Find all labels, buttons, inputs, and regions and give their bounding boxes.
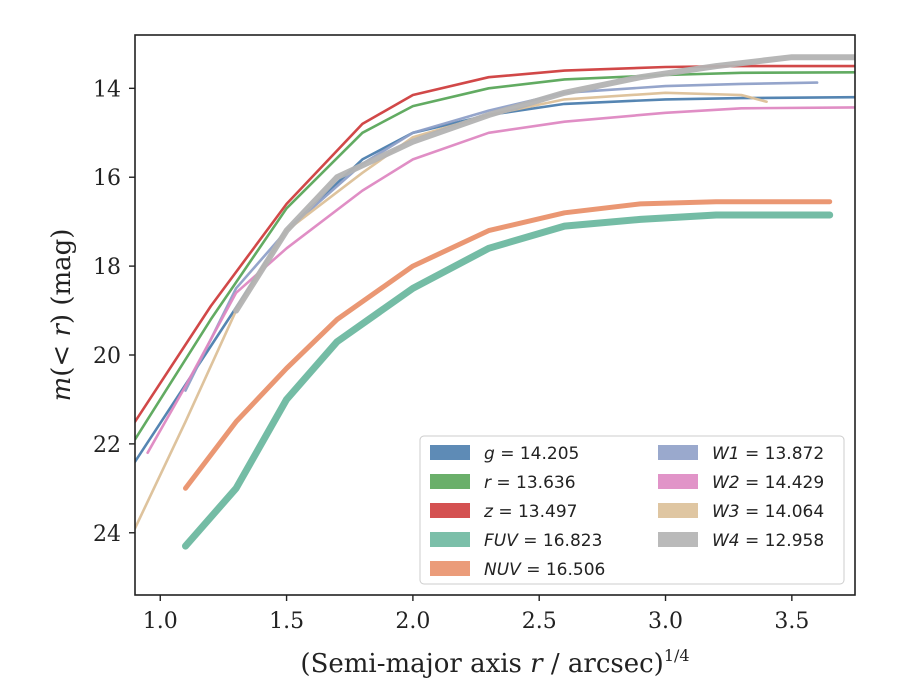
legend-label-w1: W1 = 13.872 xyxy=(712,444,824,464)
legend-label-r: r = 13.636 xyxy=(484,473,576,493)
legend-swatch-w1 xyxy=(658,445,698,460)
y-tick-label: 24 xyxy=(93,522,121,547)
x-tick-label: 2.5 xyxy=(522,609,557,634)
y-tick-label: 14 xyxy=(93,77,121,102)
x-axis-label: (Semi-major axis r / arcsec)1/4 xyxy=(300,646,689,679)
legend-swatch-fuv xyxy=(430,532,470,547)
legend-swatch-z xyxy=(430,503,470,518)
legend-swatch-nuv xyxy=(430,561,470,576)
legend-swatch-w3 xyxy=(658,503,698,518)
plot-frame xyxy=(134,34,856,596)
legend-swatch-r xyxy=(430,474,470,489)
y-tick-label: 18 xyxy=(93,255,121,280)
legend-label-nuv: NUV = 16.506 xyxy=(484,560,605,580)
legend-label-w4: W4 = 12.958 xyxy=(712,531,824,551)
series-line-w3 xyxy=(135,91,768,530)
x-tick-label: 3.5 xyxy=(774,609,809,634)
legend-label-w2: W2 = 14.429 xyxy=(712,473,824,493)
legend-box xyxy=(419,435,845,585)
y-tick-label: 16 xyxy=(93,166,121,191)
series-line-w4 xyxy=(233,54,855,314)
y-tick-label: 22 xyxy=(93,433,121,458)
x-tick-label: 1.5 xyxy=(269,609,304,634)
legend-label-w3: W3 = 14.064 xyxy=(712,502,824,522)
series-line-w1 xyxy=(184,81,819,392)
legend-swatch-w4 xyxy=(658,532,698,547)
legend-swatch-w2 xyxy=(658,474,698,489)
series-line-fuv xyxy=(182,211,834,550)
series-layer xyxy=(135,54,855,550)
legend-label-fuv: FUV = 16.823 xyxy=(484,531,602,551)
x-tick-label: 1.0 xyxy=(143,609,178,634)
legend: g = 14.205 r = 13.636 z = 13.497 FUV = 16.8… xyxy=(419,435,845,585)
ticks-layer: 1.0 1.5 2.0 2.5 3.0 3.5 14 16 18 20 22 24 xyxy=(93,77,809,634)
x-tick-label: 2.0 xyxy=(395,609,430,634)
series-line-r xyxy=(135,71,855,441)
y-tick-label: 20 xyxy=(93,344,121,369)
y-axis-label: m(< r) (mag) xyxy=(47,229,77,402)
series-line-w2 xyxy=(146,106,855,455)
series-line-nuv xyxy=(183,199,833,491)
legend-label-g: g = 14.205 xyxy=(484,444,579,464)
legend-label-z: z = 13.497 xyxy=(483,502,577,522)
x-tick-label: 3.0 xyxy=(648,609,683,634)
legend-swatch-g xyxy=(430,445,470,460)
